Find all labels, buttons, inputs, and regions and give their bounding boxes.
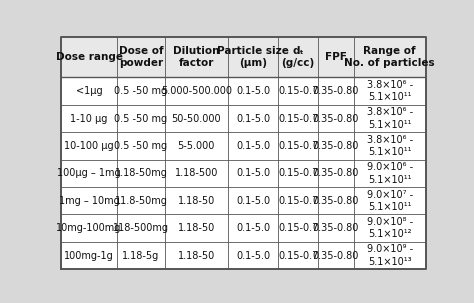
Text: 0.15-0.7: 0.15-0.7	[278, 86, 319, 96]
Text: 3.8×10⁶ -
5.1×10¹¹: 3.8×10⁶ - 5.1×10¹¹	[367, 80, 413, 102]
Text: 0.1-5.0: 0.1-5.0	[236, 251, 270, 261]
Text: 0.35-0.80: 0.35-0.80	[313, 223, 359, 233]
Text: 100mg-1g: 100mg-1g	[64, 251, 114, 261]
Text: 0.15-0.7: 0.15-0.7	[278, 168, 319, 178]
Text: 1.18-50mg: 1.18-50mg	[115, 168, 167, 178]
Text: 0.1-5.0: 0.1-5.0	[236, 196, 270, 206]
Text: 0.35-0.80: 0.35-0.80	[313, 86, 359, 96]
Text: 0.35-0.80: 0.35-0.80	[313, 168, 359, 178]
Text: dₜ
(g/cc): dₜ (g/cc)	[282, 46, 315, 68]
Text: 0.5 -50 mg: 0.5 -50 mg	[114, 114, 167, 124]
Text: 0.15-0.7: 0.15-0.7	[278, 223, 319, 233]
Text: 10mg-100mg: 10mg-100mg	[56, 223, 122, 233]
Text: FPF: FPF	[325, 52, 347, 62]
Text: Range of
No. of particles: Range of No. of particles	[345, 46, 435, 68]
Text: 0.35-0.80: 0.35-0.80	[313, 196, 359, 206]
Text: 1mg – 10mg: 1mg – 10mg	[59, 196, 119, 206]
Text: Dilution
factor: Dilution factor	[173, 46, 219, 68]
Text: Particle size
(μm): Particle size (μm)	[217, 46, 289, 68]
Text: 0.35-0.80: 0.35-0.80	[313, 141, 359, 151]
Text: 1-10 μg: 1-10 μg	[70, 114, 108, 124]
Text: 100μg – 1mg: 100μg – 1mg	[57, 168, 121, 178]
Text: 11.8-50mg: 11.8-50mg	[115, 196, 167, 206]
Text: 1.18-50: 1.18-50	[178, 196, 215, 206]
Text: 0.1-5.0: 0.1-5.0	[236, 141, 270, 151]
Text: 9.0×10⁹ -
5.1×10¹³: 9.0×10⁹ - 5.1×10¹³	[367, 244, 413, 267]
Text: 3.8×10⁶ -
5.1×10¹¹: 3.8×10⁶ - 5.1×10¹¹	[367, 135, 413, 157]
Text: 10-100 μg: 10-100 μg	[64, 141, 114, 151]
Text: 1.18-500: 1.18-500	[174, 168, 218, 178]
Text: 0.1-5.0: 0.1-5.0	[236, 223, 270, 233]
Text: 0.35-0.80: 0.35-0.80	[313, 114, 359, 124]
Text: 9.0×10⁶ -
5.1×10¹¹: 9.0×10⁶ - 5.1×10¹¹	[367, 162, 413, 185]
Text: 5.000-500.000: 5.000-500.000	[161, 86, 232, 96]
Text: <1μg: <1μg	[76, 86, 102, 96]
Text: 3.8×10⁶ -
5.1×10¹¹: 3.8×10⁶ - 5.1×10¹¹	[367, 107, 413, 130]
Text: 1.18-50: 1.18-50	[178, 251, 215, 261]
Text: 9.0×10⁸ -
5.1×10¹²: 9.0×10⁸ - 5.1×10¹²	[367, 217, 413, 239]
Text: 118-500mg: 118-500mg	[113, 223, 169, 233]
Text: 0.1-5.0: 0.1-5.0	[236, 168, 270, 178]
Text: 9.0×10⁷ -
5.1×10¹¹: 9.0×10⁷ - 5.1×10¹¹	[367, 190, 413, 212]
Text: 1.18-50: 1.18-50	[178, 223, 215, 233]
Text: Dose range: Dose range	[55, 52, 123, 62]
Text: 0.1-5.0: 0.1-5.0	[236, 86, 270, 96]
Text: 0.15-0.7: 0.15-0.7	[278, 141, 319, 151]
Text: 1.18-5g: 1.18-5g	[122, 251, 160, 261]
Text: 50-50.000: 50-50.000	[172, 114, 221, 124]
Text: Dose of
powder: Dose of powder	[118, 46, 163, 68]
Text: 0.5 -50 mg: 0.5 -50 mg	[114, 141, 167, 151]
Text: 0.15-0.7: 0.15-0.7	[278, 196, 319, 206]
Bar	[61, 37, 426, 78]
Text: 0.15-0.7: 0.15-0.7	[278, 114, 319, 124]
Text: 0.35-0.80: 0.35-0.80	[313, 251, 359, 261]
Text: 0.1-5.0: 0.1-5.0	[236, 114, 270, 124]
Text: 5-5.000: 5-5.000	[178, 141, 215, 151]
Text: 0.5 -50 mg: 0.5 -50 mg	[114, 86, 167, 96]
Text: 0.15-0.7: 0.15-0.7	[278, 251, 319, 261]
